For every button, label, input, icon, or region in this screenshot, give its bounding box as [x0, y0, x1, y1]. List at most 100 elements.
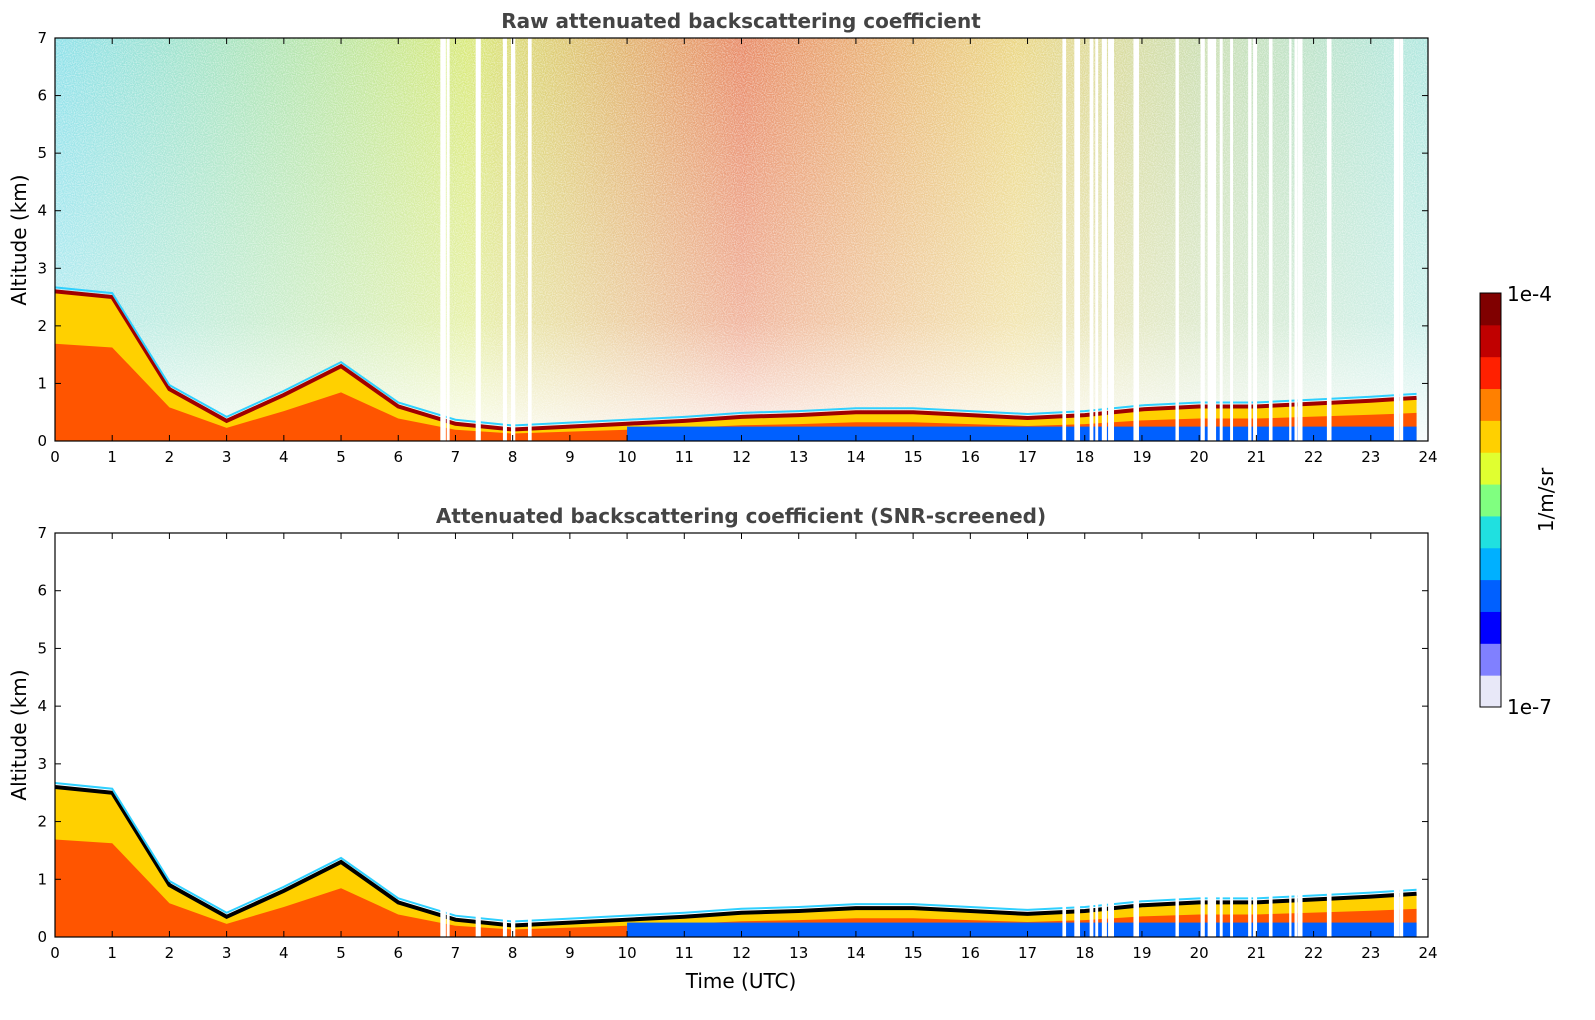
panel1-heatmap — [55, 38, 1428, 441]
data-gap — [475, 533, 481, 937]
x-tick-label: 7 — [451, 448, 461, 466]
data-gap — [1230, 533, 1234, 937]
data-gap — [1268, 38, 1273, 441]
x-tick-label: 17 — [1018, 944, 1037, 962]
colorbar-step — [1480, 356, 1501, 390]
y-tick-label: 6 — [37, 582, 47, 600]
colorbar-step — [1480, 643, 1501, 676]
data-gap — [1095, 38, 1099, 441]
data-gap — [1175, 533, 1179, 937]
y-tick-label: 3 — [37, 755, 47, 773]
x-tick-label: 5 — [336, 448, 346, 466]
colorbar-step — [1480, 515, 1501, 549]
x-tick-label: 20 — [1190, 448, 1209, 466]
x-tick-label: 4 — [279, 448, 289, 466]
panel1-ylabel: Altitude (km) — [7, 174, 31, 305]
data-gap — [528, 38, 532, 441]
colorbar-min-label: 1e-7 — [1507, 695, 1552, 719]
data-gap — [1089, 38, 1094, 441]
y-tick-label: 4 — [37, 202, 47, 220]
x-tick-label: 12 — [732, 448, 751, 466]
y-tick-label: 5 — [37, 639, 47, 657]
data-gap — [440, 38, 446, 441]
x-tick-label: 21 — [1247, 448, 1266, 466]
low-signal-region — [627, 922, 1417, 937]
data-gap — [1089, 533, 1094, 937]
colorbar-step — [1480, 388, 1501, 421]
x-tick-label: 13 — [789, 448, 808, 466]
data-gap — [511, 38, 516, 441]
colorbar-step — [1480, 611, 1501, 644]
x-tick-label: 13 — [789, 944, 808, 962]
data-gap — [1175, 38, 1179, 441]
x-tick-label: 1 — [107, 944, 117, 962]
data-gap — [1326, 533, 1332, 937]
x-tick-label: 18 — [1075, 448, 1094, 466]
y-tick-label: 2 — [37, 317, 47, 335]
data-gap — [1200, 533, 1205, 937]
colorbar-step — [1480, 579, 1501, 612]
data-gap — [1108, 533, 1115, 937]
x-tick-label: 11 — [675, 944, 694, 962]
x-tick-label: 16 — [961, 944, 980, 962]
x-tick-label: 23 — [1361, 448, 1380, 466]
data-gap — [1108, 38, 1115, 441]
x-tick-label: 22 — [1304, 944, 1323, 962]
x-tick-label: 6 — [393, 944, 403, 962]
x-tick-label: 2 — [165, 448, 175, 466]
data-gap — [1253, 38, 1258, 441]
x-tick-label: 20 — [1190, 944, 1209, 962]
data-gap — [1095, 533, 1099, 937]
x-tick-label: 3 — [222, 448, 232, 466]
data-gap — [1200, 38, 1205, 441]
colorbar-step — [1480, 293, 1501, 326]
cloud-layer-line — [55, 784, 1417, 928]
x-tick-label: 14 — [846, 448, 865, 466]
y-tick-label: 0 — [37, 928, 47, 946]
data-gap — [1326, 38, 1332, 441]
y-tick-label: 1 — [37, 374, 47, 392]
data-gap — [502, 533, 507, 937]
x-tick-label: 18 — [1075, 944, 1094, 962]
cloud-layer-line — [55, 289, 1417, 432]
colorbar-step — [1480, 452, 1501, 485]
y-tick-label: 5 — [37, 144, 47, 162]
cloud-layer-edge — [55, 781, 1417, 923]
x-tick-label: 1 — [107, 448, 117, 466]
colorbar-frame — [1479, 292, 1502, 708]
data-gap — [1253, 533, 1258, 937]
x-tick-label: 7 — [451, 944, 461, 962]
colorbar-step — [1480, 484, 1501, 517]
x-tick-label: 5 — [336, 944, 346, 962]
data-gap — [1207, 533, 1214, 937]
y-tick-label: 4 — [37, 697, 47, 715]
data-gap — [1393, 533, 1400, 937]
data-gap — [1289, 533, 1292, 937]
data-gap — [1399, 38, 1404, 441]
data-gap — [1219, 533, 1223, 937]
x-tick-label: 21 — [1247, 944, 1266, 962]
data-gap — [1062, 38, 1067, 441]
data-gap — [1062, 533, 1067, 937]
low-signal-region — [627, 426, 1417, 441]
x-tick-label: 11 — [675, 448, 694, 466]
panel1-axes: 0 1 2 3 4 5 6 7 8 9 10 11 12 13 14 15 16 17 18 19 20 21 22 23 24… — [37, 29, 1437, 466]
x-tick-label: 0 — [50, 944, 60, 962]
x-tick-label: 19 — [1132, 448, 1151, 466]
colorbar-step — [1480, 547, 1501, 581]
panel2-heatmap — [55, 533, 1428, 937]
y-tick-label: 3 — [37, 259, 47, 277]
panel1-title: Raw attenuated backscattering coefficien… — [501, 9, 981, 33]
x-tick-label: 22 — [1304, 448, 1323, 466]
data-gap — [1399, 533, 1404, 937]
screened-backscatter-panel: Attenuated backscattering coefficient (S… — [7, 504, 1438, 993]
y-tick-label: 7 — [37, 29, 47, 47]
cloud-layer-edge — [55, 286, 1417, 427]
data-gap — [1219, 38, 1223, 441]
data-gap — [1074, 38, 1081, 441]
data-gap — [1230, 38, 1234, 441]
data-gap — [1248, 533, 1252, 937]
x-tick-label: 6 — [393, 448, 403, 466]
x-tick-label: 9 — [565, 944, 575, 962]
